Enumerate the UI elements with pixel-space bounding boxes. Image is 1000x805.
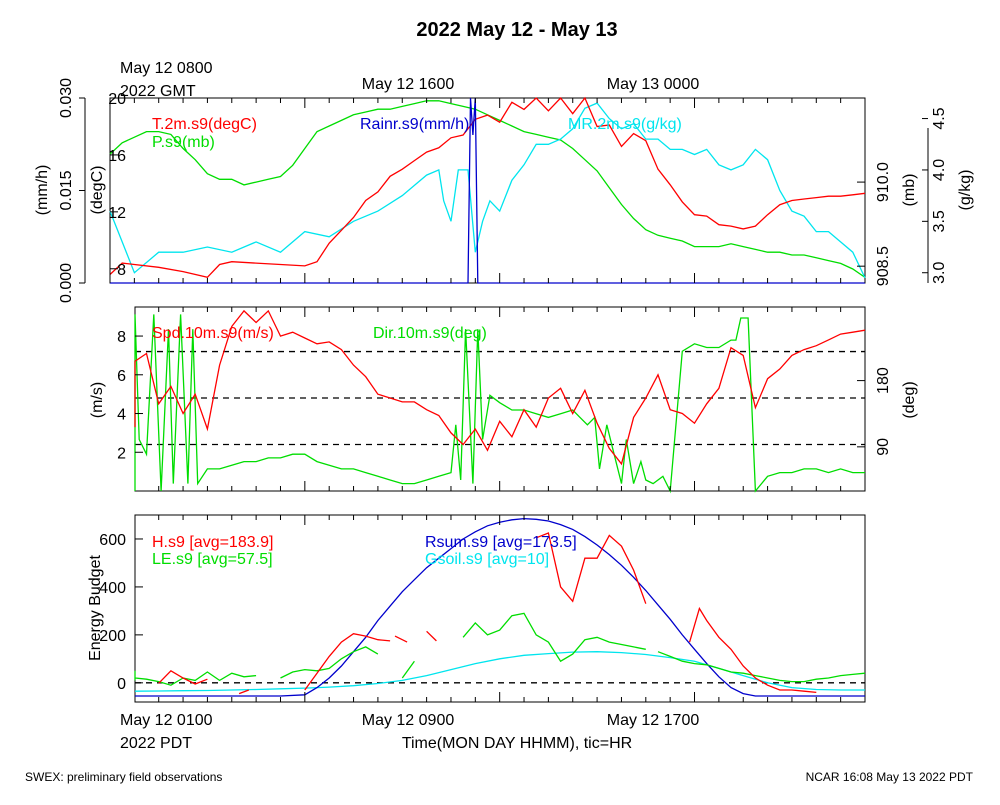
series-segment-red <box>535 532 647 604</box>
speed-axis-tick-label: 8 <box>117 329 126 346</box>
series-line-red <box>109 96 866 279</box>
gmt-first-tick-line2: 2022 GMT <box>120 83 196 100</box>
axis-label-energy: Energy Budget <box>87 555 104 661</box>
series-segment-red <box>304 633 391 691</box>
series-line-blue <box>135 517 865 697</box>
speed-axis-tick-label: 6 <box>117 368 126 385</box>
series-segment-green <box>280 646 379 679</box>
series-line-cyan <box>134 651 865 692</box>
legend-wind-speed: Spd.10m.s9(m/s) <box>152 325 274 342</box>
pdt-first-tick-line2: 2022 PDT <box>120 735 192 752</box>
temp-axis-tick-label: 16 <box>108 148 126 165</box>
temp-axis-tick-label: 8 <box>117 262 126 279</box>
footer-left: SWEX: preliminary field observations <box>25 770 222 784</box>
panel-wind-reference-lines <box>135 350 865 446</box>
legend-sensible-heat: H.s9 [avg=183.9] <box>152 534 273 551</box>
series-line-blue <box>110 97 865 284</box>
panel-energy-series <box>134 517 866 697</box>
temp-axis-tick-label: 20 <box>108 91 126 108</box>
panel-thermo: 8 12 16 20 0.000 0.015 0.030 908.5 910.0 3.0 3.5 4.… <box>34 78 974 303</box>
speed-axis-tick-label: 2 <box>117 445 126 462</box>
footer-right: NCAR 16:08 May 13 2022 PDT <box>806 770 974 784</box>
axis-label-pressure: (mb) <box>901 174 918 207</box>
wind-speed-line <box>134 309 866 466</box>
legend-rainrate: Rainr.s9(mm/h) <box>360 116 469 133</box>
rain-axis-tick-label: 0.000 <box>58 263 75 303</box>
panel-energy-axes: 0 200 400 600 <box>99 515 866 702</box>
gmt-tick-label: May 13 0000 <box>607 76 700 93</box>
panel-wind: 2 4 6 8 90 180 Spd.10m.s9(m/s) Dir.10m.s9(deg… <box>89 306 918 494</box>
series-segment-red <box>426 630 437 642</box>
direction-axis-tick-label: 90 <box>875 438 892 456</box>
legend-soil-heat: Gsoil.s9 [avg=10] <box>425 551 549 568</box>
legend-net-radiation: Rsum.s9 [avg=173.5] <box>425 534 577 551</box>
mixing-ratio-axis-tick-label: 4.5 <box>931 107 948 129</box>
series-line-cyan <box>109 102 866 279</box>
pdt-tick-label: May 12 0900 <box>362 712 455 729</box>
wind-direction-line <box>134 314 865 494</box>
mixing-ratio-axis-tick-label: 3.5 <box>931 210 948 232</box>
series-segment-red <box>394 635 408 643</box>
panel-thermo-series <box>109 96 866 284</box>
series-segment-green <box>657 651 866 683</box>
energy-axis-tick-label: 0 <box>117 676 126 693</box>
direction-axis-tick-label: 180 <box>875 367 892 394</box>
legend-wind-direction: Dir.10m.s9(deg) <box>373 325 487 342</box>
pdt-tick-label: May 12 1700 <box>607 712 700 729</box>
panel-wind-axes: 2 4 6 8 90 180 <box>117 307 892 491</box>
gmt-tick-label: May 12 1600 <box>362 76 455 93</box>
series-segment-red <box>158 669 208 685</box>
energy-axis-tick-label: 400 <box>99 580 126 597</box>
rain-axis-tick-label: 0.030 <box>58 78 75 118</box>
series-segment-green <box>462 612 646 663</box>
chart-title: 2022 May 12 - May 13 <box>416 19 617 41</box>
mixing-ratio-axis-tick-label: 3.0 <box>931 262 948 284</box>
legend-temperature: T.2m.s9(degC) <box>152 116 257 133</box>
axis-label-speed: (m/s) <box>89 382 106 418</box>
series-segment-green <box>401 660 415 679</box>
axis-label-direction: (deg) <box>901 381 918 418</box>
pdt-first-tick-line1: May 12 0100 <box>120 712 213 729</box>
energy-axis-tick-label: 200 <box>99 628 126 645</box>
legend-latent-heat: LE.s9 [avg=57.5] <box>152 551 273 568</box>
temp-axis-tick-label: 12 <box>108 205 126 222</box>
pressure-axis-tick-label: 908.5 <box>875 246 892 286</box>
axis-label-rain: (mm/h) <box>34 165 51 216</box>
axis-label-temp: (degC) <box>89 166 106 215</box>
panel-energy: 0 200 400 600 H.s9 [avg=183.9] LE.s9 [avg=5… <box>87 514 866 703</box>
legend-pressure: P.s9(mb) <box>152 134 215 151</box>
axis-label-mixing-ratio: (g/kg) <box>957 170 974 211</box>
panel-wind-series <box>134 309 866 494</box>
series-segment-red <box>688 606 817 694</box>
x-axis-title: Time(MON DAY HHMM), tic=HR <box>402 735 632 752</box>
gmt-first-tick-line1: May 12 0800 <box>120 60 213 77</box>
pressure-axis-tick-label: 910.0 <box>875 162 892 202</box>
panel-thermo-axes: 8 12 16 20 0.000 0.015 0.030 908.5 910.0 3.0 3.5 4.… <box>58 78 948 303</box>
mixing-ratio-axis-tick-label: 4.0 <box>931 159 948 181</box>
speed-axis-tick-label: 4 <box>117 407 126 424</box>
legend-mixing-ratio: MR.2m.s9(g/kg) <box>568 116 682 133</box>
energy-axis-tick-label: 600 <box>99 532 126 549</box>
rain-axis-tick-label: 0.015 <box>58 170 75 210</box>
series-segment-red <box>238 689 250 695</box>
